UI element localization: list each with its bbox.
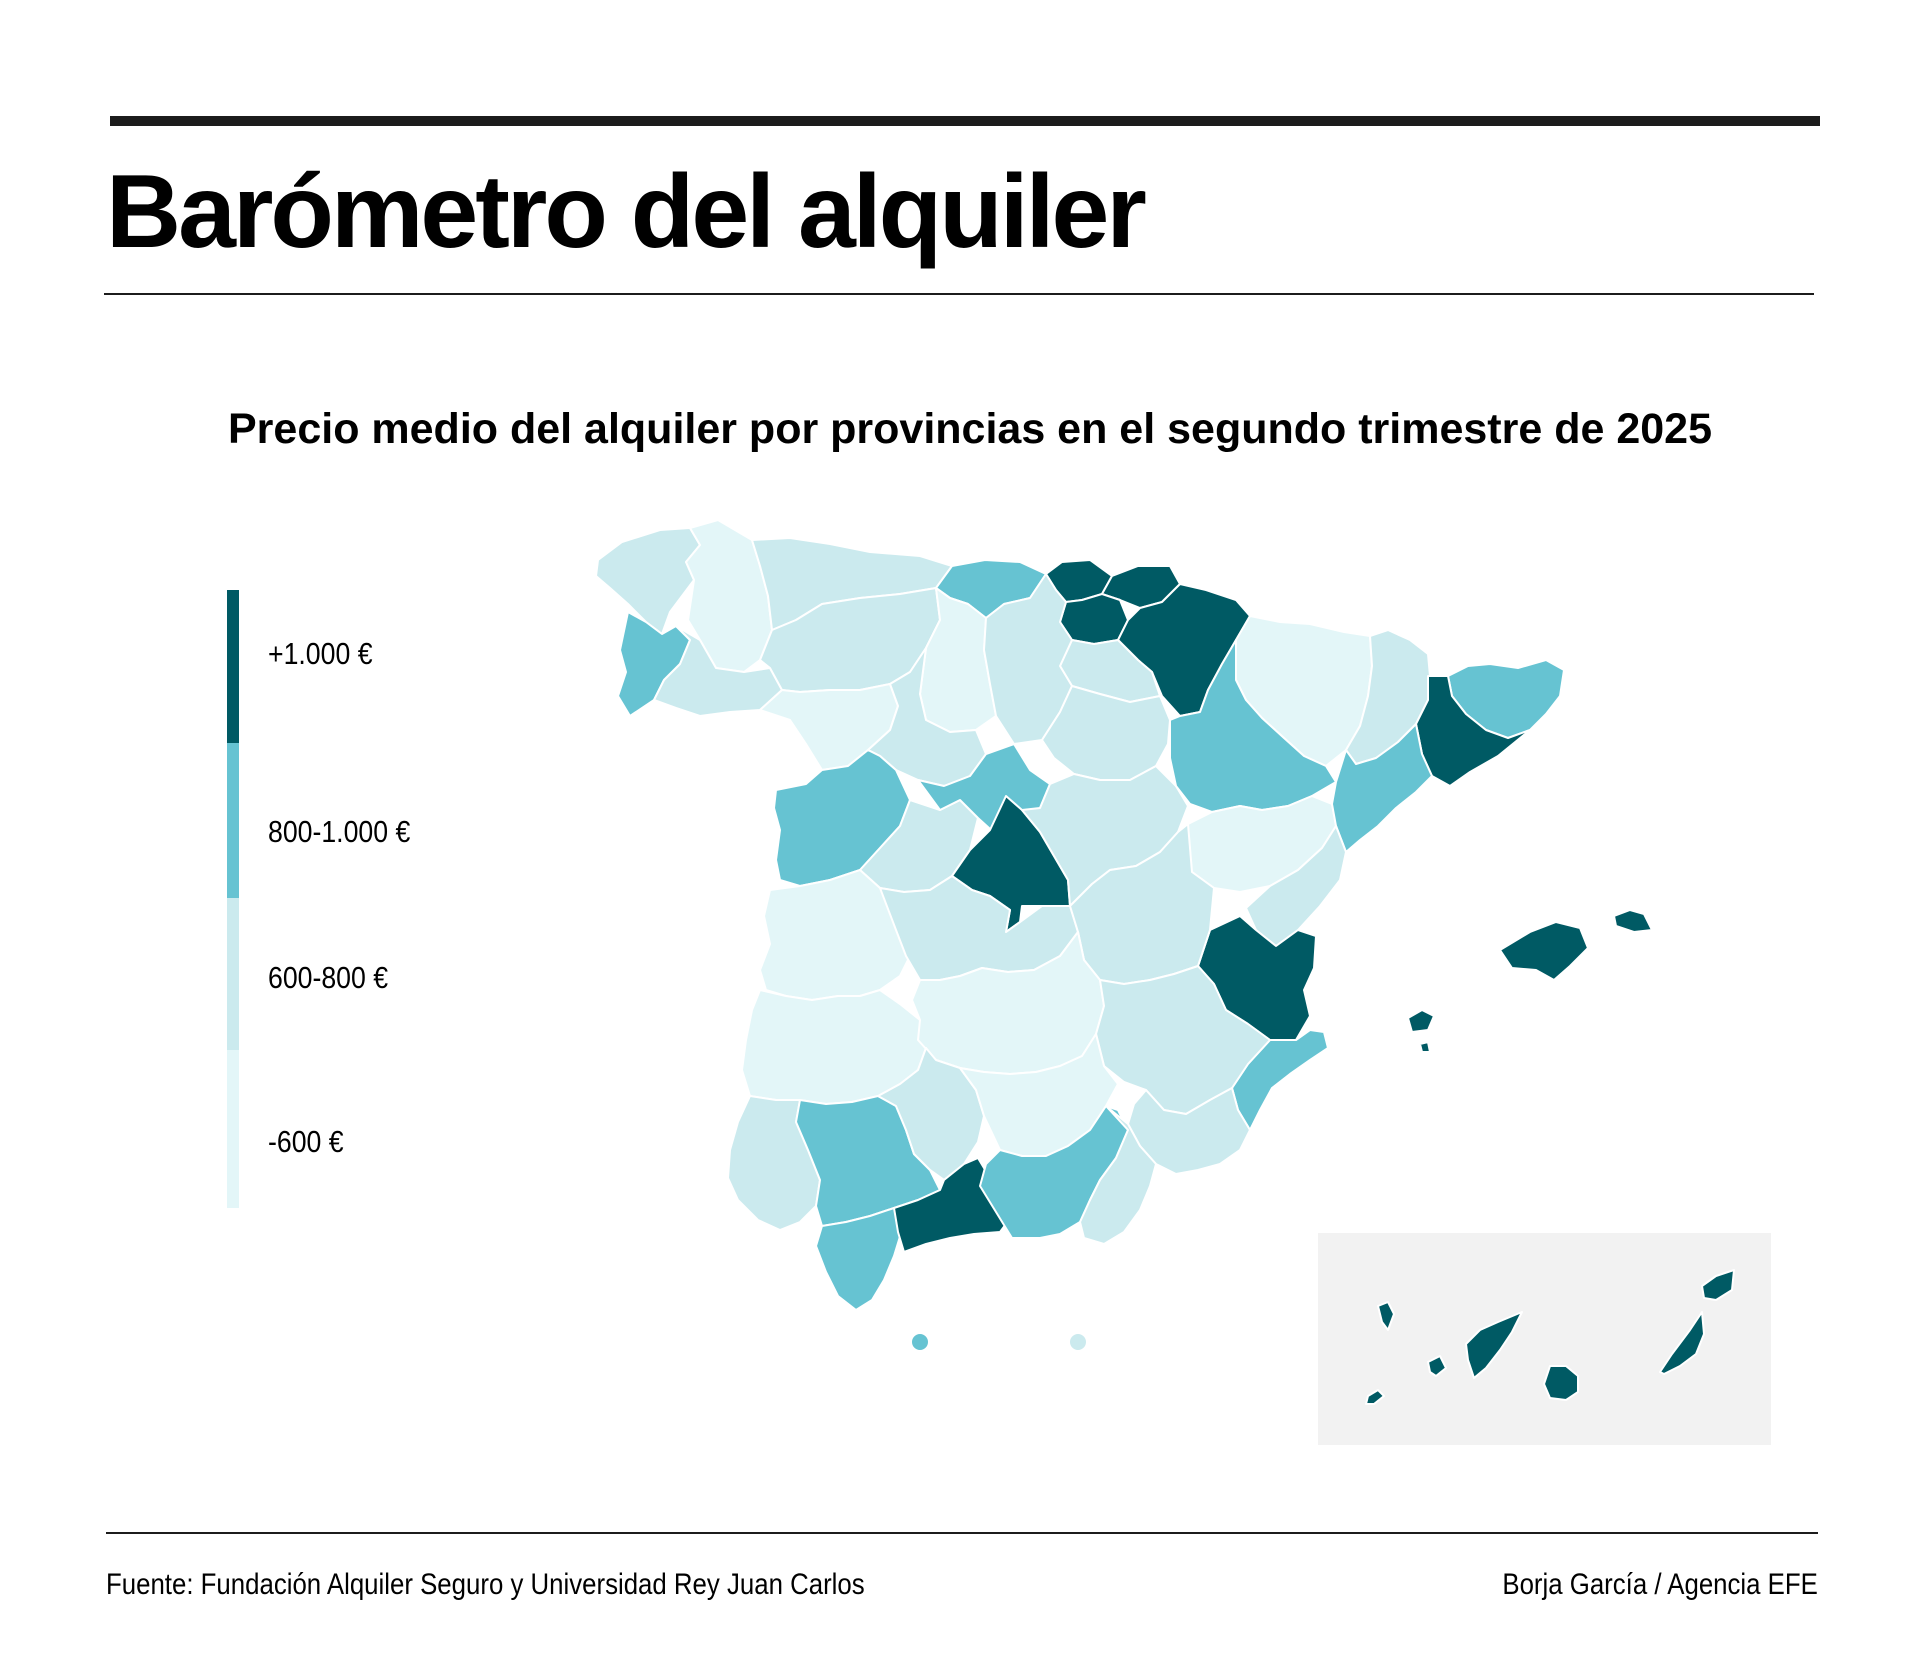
bottom-rule [106,1532,1818,1534]
legend-swatch-1 [227,590,239,743]
source-note: Fuente: Fundación Alquiler Seguro y Univ… [106,1568,865,1601]
page-title: Barómetro del alquiler [106,154,1147,270]
legend-swatch-2 [227,743,239,898]
province-santa-cruz-de-tenerife [1365,1301,1523,1405]
province-castellon [1245,825,1347,947]
legend-label-4: -600 € [268,1124,344,1159]
top-rule [110,116,1820,126]
legend-label-1: +1.000 € [268,636,373,671]
province-jaen [959,1033,1119,1157]
province-tarragona [1331,723,1433,853]
credit-note: Borja García / Agencia EFE [1502,1568,1818,1601]
legend-swatch-3 [227,898,239,1050]
province-cordoba [877,1047,985,1181]
province-cadiz [815,1207,903,1311]
province-melilla [1068,1332,1088,1352]
province-burgos [983,573,1073,745]
legend-label-3: 600-800 € [268,960,389,995]
province-layer [595,519,1735,1405]
province-ourense [653,625,783,717]
province-almeria [1079,1105,1157,1245]
province-illes-balears [1407,909,1653,1053]
title-rule [104,293,1814,295]
legend-label-2: 800-1.000 € [268,814,411,849]
province-a-coruna [595,527,701,635]
province-las-palmas [1543,1269,1735,1401]
map-subtitle: Precio medio del alquiler por provincias… [228,405,1712,453]
legend-swatch-4 [227,1050,239,1208]
province-ceuta [910,1332,930,1352]
